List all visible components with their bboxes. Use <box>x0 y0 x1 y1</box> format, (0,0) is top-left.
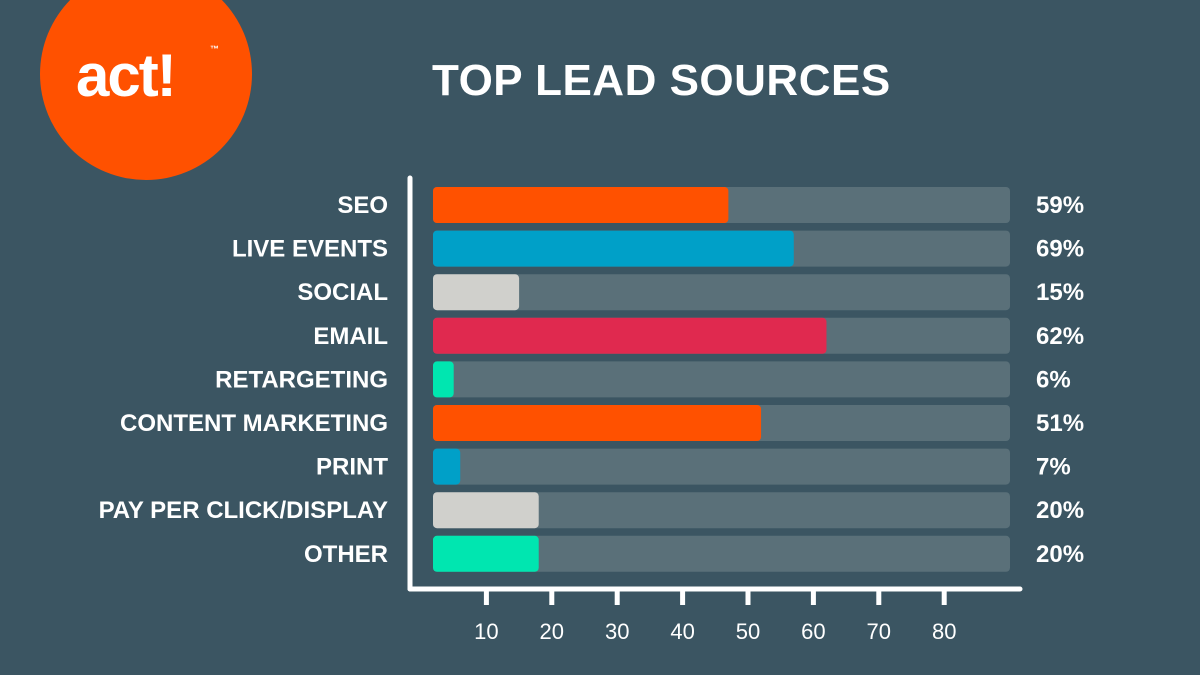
bar <box>433 187 729 223</box>
act-logo: act! ™ <box>40 0 252 180</box>
value-label: 59% <box>1036 192 1084 219</box>
x-tick-label: 10 <box>474 619 498 644</box>
category-label: PAY PER CLICK/DISPLAY <box>99 497 388 524</box>
x-tick-label: 60 <box>801 619 825 644</box>
bar <box>433 448 461 485</box>
x-tick-label: 80 <box>932 619 956 644</box>
category-label: PRINT <box>316 454 388 481</box>
value-label: 20% <box>1036 541 1084 568</box>
category-label: LIVE EVENTS <box>232 236 388 263</box>
bar <box>433 317 827 354</box>
bar-track <box>433 492 1010 529</box>
bar <box>433 361 454 398</box>
x-tick-label: 30 <box>605 619 629 644</box>
category-label: CONTENT MARKETING <box>120 410 388 437</box>
bar-track <box>433 361 1010 398</box>
bar-track <box>433 448 1010 485</box>
bar <box>433 405 762 441</box>
page-title: TOP LEAD SOURCES <box>432 56 891 105</box>
x-tick-label: 50 <box>736 619 760 644</box>
bar <box>433 230 794 267</box>
logo-trademark: ™ <box>210 44 219 54</box>
category-label: SOCIAL <box>297 279 388 306</box>
value-label: 15% <box>1036 279 1084 306</box>
bar <box>433 535 539 572</box>
x-tick-label: 40 <box>670 619 694 644</box>
x-tick-label: 70 <box>867 619 891 644</box>
value-label: 51% <box>1036 410 1084 437</box>
value-label: 69% <box>1036 236 1084 263</box>
bar <box>433 274 520 311</box>
value-label: 62% <box>1036 323 1084 350</box>
value-label: 6% <box>1036 366 1071 393</box>
category-label: EMAIL <box>313 323 388 350</box>
category-label: SEO <box>337 192 388 219</box>
x-tick-label: 20 <box>540 619 564 644</box>
bar-track <box>433 274 1010 311</box>
bar-track <box>433 535 1010 572</box>
bar <box>433 492 539 529</box>
category-label: RETARGETING <box>215 366 388 393</box>
value-label: 20% <box>1036 497 1084 524</box>
value-label: 7% <box>1036 454 1071 481</box>
logo-text: act! <box>76 42 177 109</box>
category-label: OTHER <box>304 541 388 568</box>
